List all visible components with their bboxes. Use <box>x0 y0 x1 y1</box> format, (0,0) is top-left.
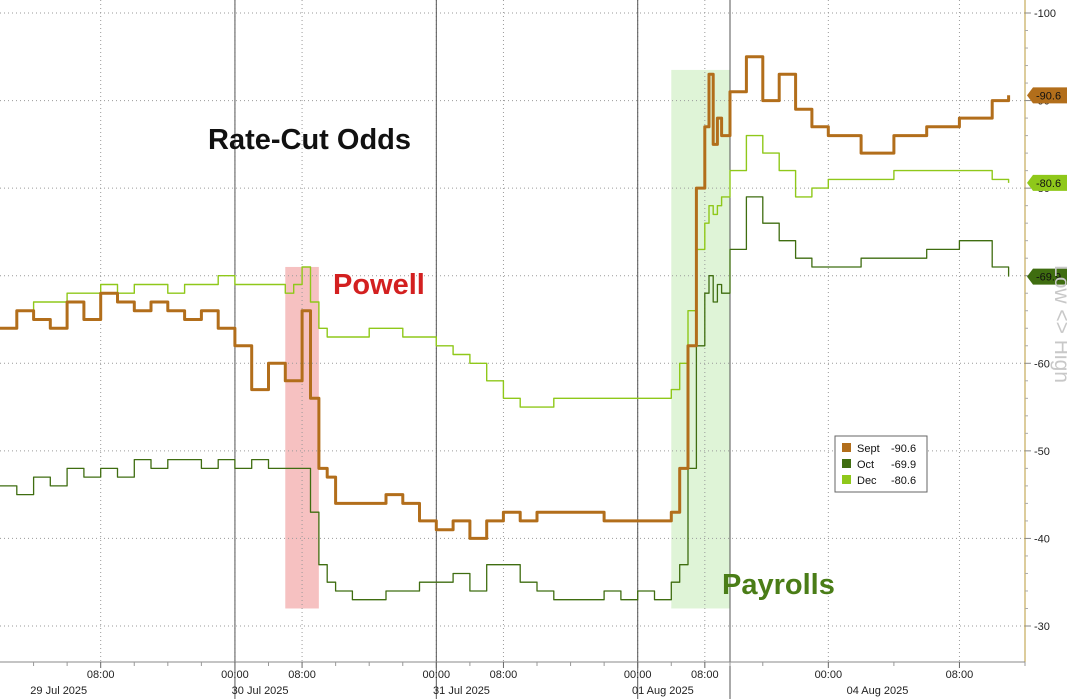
badge-shape <box>1027 87 1067 104</box>
x-tick-label: 00:00 <box>423 669 451 681</box>
y-tick-label: -100 <box>1034 8 1056 20</box>
last-value-badge-dec: -80.6 <box>1027 174 1067 191</box>
legend-swatch-sept <box>842 443 851 452</box>
highlight-payrolls <box>671 69 730 609</box>
x-tick-label: 08:00 <box>87 669 115 681</box>
grid-layer <box>0 0 1025 699</box>
legend: Sept -90.6 Oct -69.9 Dec -80.6 <box>834 435 928 493</box>
x-tick-label: 00:00 <box>221 669 249 681</box>
annotation-payrolls: Payrolls <box>722 569 835 601</box>
x-date-label: 29 Jul 2025 <box>30 685 87 697</box>
last-value-badges: -90.6 -69.9 -80.6 <box>1027 87 1067 285</box>
legend-swatch-dec <box>842 475 851 484</box>
last-value-badge-sept: -90.6 <box>1027 87 1067 104</box>
series-line-sept <box>0 55 1011 540</box>
y-tick-label: -30 <box>1034 621 1050 633</box>
y-tick-label: -60 <box>1034 358 1050 370</box>
badge-value: -90.6 <box>1036 90 1061 102</box>
badge-shape <box>1027 174 1067 191</box>
legend-label-oct: Oct <box>857 459 874 471</box>
legend-value-oct: -69.9 <box>891 459 916 471</box>
chart-title: Rate-Cut Odds <box>208 124 411 156</box>
x-tick-label: 08:00 <box>946 669 974 681</box>
x-date-label: 01 Aug 2025 <box>632 685 694 697</box>
badge-shape <box>1027 268 1067 285</box>
series-line-dec <box>0 134 1010 408</box>
x-date-label: 04 Aug 2025 <box>847 685 909 697</box>
series-layer <box>0 55 1011 601</box>
legend-value-sept: -90.6 <box>891 443 916 455</box>
x-date-label: 30 Jul 2025 <box>232 685 289 697</box>
y-tick-label: -50 <box>1034 446 1050 458</box>
last-value-badge-oct: -69.9 <box>1027 268 1067 285</box>
axis-layer <box>0 0 1026 663</box>
legend-value-dec: -80.6 <box>891 475 916 487</box>
x-tick-label: 08:00 <box>691 669 719 681</box>
x-tick-label: 08:00 <box>490 669 518 681</box>
x-tick-label: 00:00 <box>815 669 843 681</box>
x-date-label: 31 Jul 2025 <box>433 685 490 697</box>
annotation-powell: Powell <box>333 269 425 301</box>
series-line-oct <box>0 196 1010 601</box>
badge-value: -69.9 <box>1036 272 1061 284</box>
x-tick-label: 00:00 <box>624 669 652 681</box>
legend-swatch-oct <box>842 459 851 468</box>
x-ticks: 08:00 00:00 08:00 00:00 08:00 00:00 08:00 00:00… <box>30 662 1026 697</box>
legend-label-dec: Dec <box>857 475 877 487</box>
x-tick-label: 08:00 <box>288 669 316 681</box>
y-axis-label: Low <> High <box>1050 265 1067 383</box>
legend-label-sept: Sept <box>857 443 880 455</box>
y-tick-label: -40 <box>1034 533 1050 545</box>
badge-value: -80.6 <box>1036 178 1061 190</box>
